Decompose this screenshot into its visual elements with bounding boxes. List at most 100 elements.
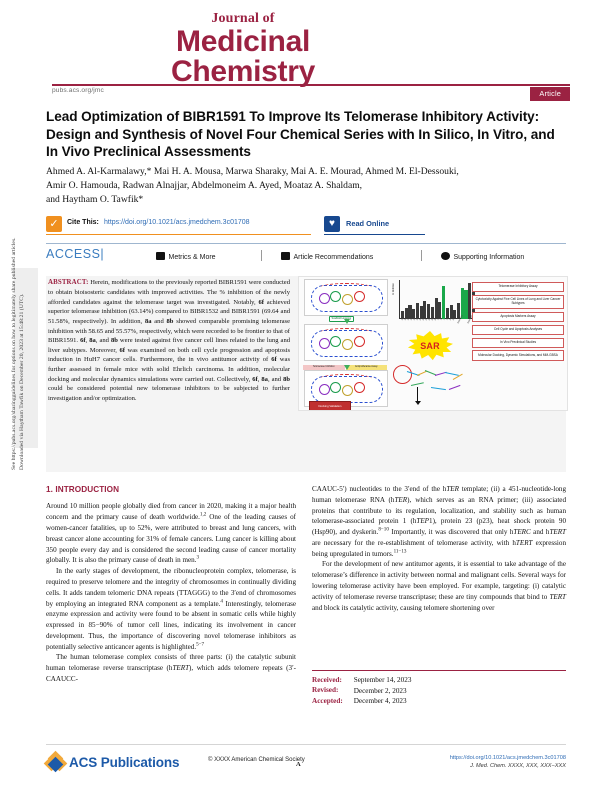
chart-bar (401, 311, 405, 319)
journal-name-line1: Medicinal (176, 24, 310, 58)
ring-icon (342, 385, 353, 396)
masthead-rule (52, 84, 570, 86)
chart-bar (457, 303, 461, 319)
chart-bar (434, 297, 438, 319)
ligand-bond (410, 382, 424, 387)
supporting-label: Supporting Information (453, 254, 525, 261)
chart-bars (401, 282, 475, 319)
journal-url[interactable]: pubs.acs.org/jmc (52, 87, 104, 94)
author-line-3: and Haytham O. Tawfik* (46, 193, 144, 205)
chart-bar (415, 302, 419, 319)
doi-link[interactable]: https://doi.org/10.1021/acs.jmedchem.3c0… (104, 219, 250, 226)
molecular-docking-illustration (391, 361, 477, 405)
cite-underline (46, 233, 311, 235)
abstract-heading: ABSTRACT: (48, 279, 89, 286)
scaffold-highlight (320, 374, 372, 383)
paragraph: For the development of new antitumor age… (312, 560, 566, 612)
ring-icon (342, 339, 353, 350)
access-divider-rule (46, 243, 566, 244)
chart-y-axis-label: % Inhibition (392, 283, 395, 295)
footer-journal-citation: J. Med. Chem. XXXX, XXX, XXX−XXX (470, 762, 566, 769)
chart-bar (408, 305, 412, 319)
access-text: ACCESS (46, 247, 101, 261)
section-heading-introduction: 1. INTRODUCTION (46, 485, 120, 494)
transformation-label: Scaffold Hopping (329, 315, 354, 323)
ring-icon (319, 338, 330, 349)
paragraph: CAAUC-5′) nucleotides to the 3′end of th… (312, 485, 566, 558)
access-separator-2 (421, 250, 422, 261)
chart-x-axis (399, 318, 476, 319)
chart-x-tick-labels: 5a 5b 5c 5d 5e 5f 6a 6b 6c 6d 6e 6f 7a 7b 7c 7d 8a 8b BIBR… (401, 315, 475, 328)
assay-tag-strip: Telomerase Inhibition Antiproliferative … (303, 365, 387, 370)
assay-box: In Vivo Preclinical Studies (472, 337, 564, 348)
ligand-bond (448, 384, 461, 391)
scaffold-highlight (320, 328, 372, 337)
access-separator-1 (261, 250, 262, 261)
footer-doi-link[interactable]: https://doi.org/10.1021/acs.jmedchem.3c0… (449, 755, 566, 761)
chart-y-axis (399, 280, 400, 319)
ring-icon (354, 291, 365, 302)
ring-icon (354, 336, 365, 347)
journal-logo: Journal of Medicinal Chemistry (128, 11, 358, 89)
chart-bar (419, 306, 423, 319)
chart-bar (442, 286, 446, 319)
chart-bar (464, 289, 468, 319)
article-recommendations-link[interactable]: Article Recommendations (281, 252, 373, 261)
paragraph: The human telomerase complex consists of… (46, 653, 296, 683)
chart-bar (423, 300, 427, 319)
body-column-left: 1. INTRODUCTION Around 10 million people… (46, 484, 296, 685)
down-arrow-icon (344, 319, 350, 324)
access-bar: | (100, 247, 105, 261)
ring-icon (330, 291, 341, 302)
supporting-information-link[interactable]: Supporting Information (441, 252, 524, 261)
ring-icon (330, 382, 341, 393)
abstract-block: ABSTRACT: Herein, modifications to the p… (46, 276, 568, 472)
toc-graphic: Scaffold Hopping Telomerase Inhibition A… (298, 276, 568, 411)
dates-table: Received: September 14, 2023 Revised: De… (312, 675, 412, 707)
revised-label: Revised: (312, 686, 339, 695)
ring-icon (319, 293, 330, 304)
structure-series-column: Scaffold Hopping Telomerase Inhibition A… (302, 279, 388, 408)
chart-bar (427, 304, 431, 319)
metrics-label: Metrics & More (168, 254, 216, 261)
chemical-structure-card (304, 324, 388, 361)
acs-publications-logo: ACS Publications (43, 750, 216, 774)
chart-bar (453, 309, 457, 319)
footer-citation-block: https://doi.org/10.1021/acs.jmedchem.3c0… (450, 755, 566, 769)
rail-shade (14, 268, 38, 448)
article-list-icon (281, 252, 290, 260)
journal-of-label: Journal of (211, 11, 275, 26)
tag-label: Telomerase Inhibition (303, 365, 345, 370)
revised-value: December 2, 2023 (353, 686, 407, 695)
dates-rule (312, 670, 566, 672)
metrics-and-more-link[interactable]: Metrics & More (156, 252, 216, 261)
bar-chart-icon (156, 252, 165, 260)
page-title: Lead Optimization of BIBR1591 To Improve… (46, 109, 555, 160)
read-online-link[interactable]: Read Online (346, 219, 390, 228)
read-online-underline (324, 233, 425, 235)
cite-this-bar: ✓ Cite This: https://doi.org/10.1021/acs… (46, 216, 566, 236)
ligand-bond (430, 387, 446, 391)
received-value: September 14, 2023 (353, 676, 412, 685)
chart-bar (449, 304, 453, 319)
info-circle-icon (441, 252, 450, 260)
access-label: ACCESS| (46, 247, 104, 261)
author-line-2: Amir O. Hamouda, Radwan Alnajjar, Abdelm… (46, 179, 363, 191)
footer-rule (46, 744, 566, 745)
read-online-icon[interactable]: ♥ (324, 216, 340, 232)
access-metrics-row: ACCESS| Metrics & More Article Recommend… (46, 243, 566, 265)
sar-label: SAR (420, 341, 440, 351)
downloaded-via-text: Downloaded via Haytham Tawfik on Decembe… (19, 293, 25, 470)
down-arrow-icon (344, 364, 350, 370)
cite-this-label: Cite This: (67, 219, 99, 226)
chart-bar (430, 307, 434, 319)
sar-starburst: SAR (407, 331, 453, 361)
publication-dates: Received: September 14, 2023 Revised: De… (312, 670, 566, 707)
journal-name-line2: Chemistry (170, 55, 316, 89)
assay-box: Telomerase Inhibitory Assay (472, 282, 564, 293)
chart-bar (460, 288, 464, 319)
chart-bar (445, 308, 449, 319)
assay-box: Apoptosis Markers Assay (472, 311, 564, 323)
ring-icon (330, 336, 341, 347)
